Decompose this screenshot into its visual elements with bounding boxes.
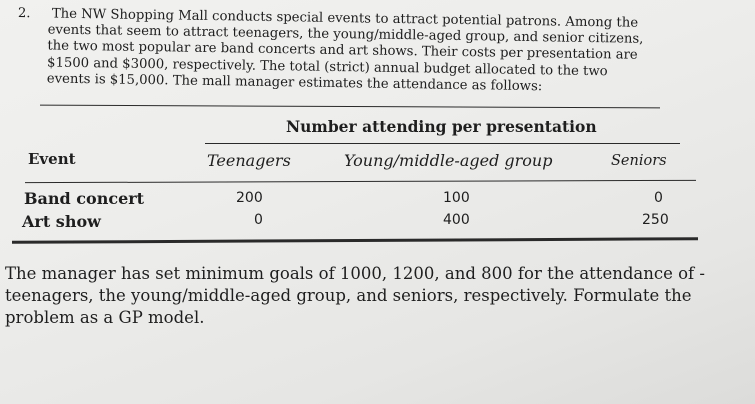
row-label-band-concert: Band concert [24,189,145,208]
closing-line: problem as a GP model. [5,308,205,327]
attendance-table: Number attending per presentation Event … [11,104,699,244]
closing-paragraph: The manager has set minimum goals of 100… [5,263,735,329]
table-bottom-rule [11,237,699,244]
column-header-young-middle: Young/middle-aged group [344,151,553,170]
closing-line: teenagers, the young/middle-aged group, … [5,286,692,305]
header-bottom-rule [24,179,697,184]
column-header-event: Event [28,150,76,168]
cell-art-teenagers: 0 [254,212,263,228]
cell-band-teenagers: 200 [236,190,263,206]
row-label-art-show: Art show [22,212,101,231]
cell-band-seniors: 0 [654,190,663,206]
cell-art-young: 400 [443,212,470,228]
table-top-rule [40,104,660,109]
cell-art-seniors: 250 [642,212,669,228]
cell-band-young: 100 [443,190,470,206]
group-header-rule [205,143,680,145]
group-header: Number attending per presentation [286,117,597,136]
column-header-seniors: Seniors [611,153,667,169]
column-header-teenagers: Teenagers [207,151,291,170]
closing-line: The manager has set minimum goals of 100… [5,264,705,283]
